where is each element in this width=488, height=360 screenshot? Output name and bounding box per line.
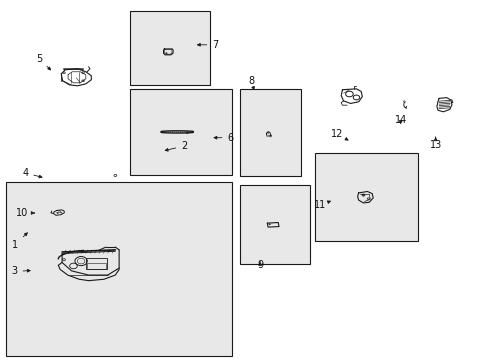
Text: 4: 4 <box>22 168 42 178</box>
Text: 5: 5 <box>36 54 51 70</box>
Bar <box>239 89 300 176</box>
Text: 8: 8 <box>248 76 254 90</box>
Text: 9: 9 <box>257 260 263 270</box>
Bar <box>239 185 310 264</box>
Bar <box>86 258 106 270</box>
Text: 10: 10 <box>16 208 34 218</box>
Text: 11: 11 <box>314 200 330 210</box>
Text: 13: 13 <box>428 137 441 150</box>
Text: 6: 6 <box>214 133 233 143</box>
Bar <box>315 153 417 241</box>
Text: 3: 3 <box>11 266 30 276</box>
Text: 14: 14 <box>394 115 406 125</box>
Text: 7: 7 <box>197 40 218 50</box>
Text: 1: 1 <box>12 233 27 249</box>
Bar <box>130 89 232 175</box>
Text: 12: 12 <box>330 129 347 140</box>
Bar <box>87 263 105 269</box>
Text: 2: 2 <box>165 141 187 151</box>
Bar <box>130 12 210 85</box>
Bar <box>5 182 232 356</box>
